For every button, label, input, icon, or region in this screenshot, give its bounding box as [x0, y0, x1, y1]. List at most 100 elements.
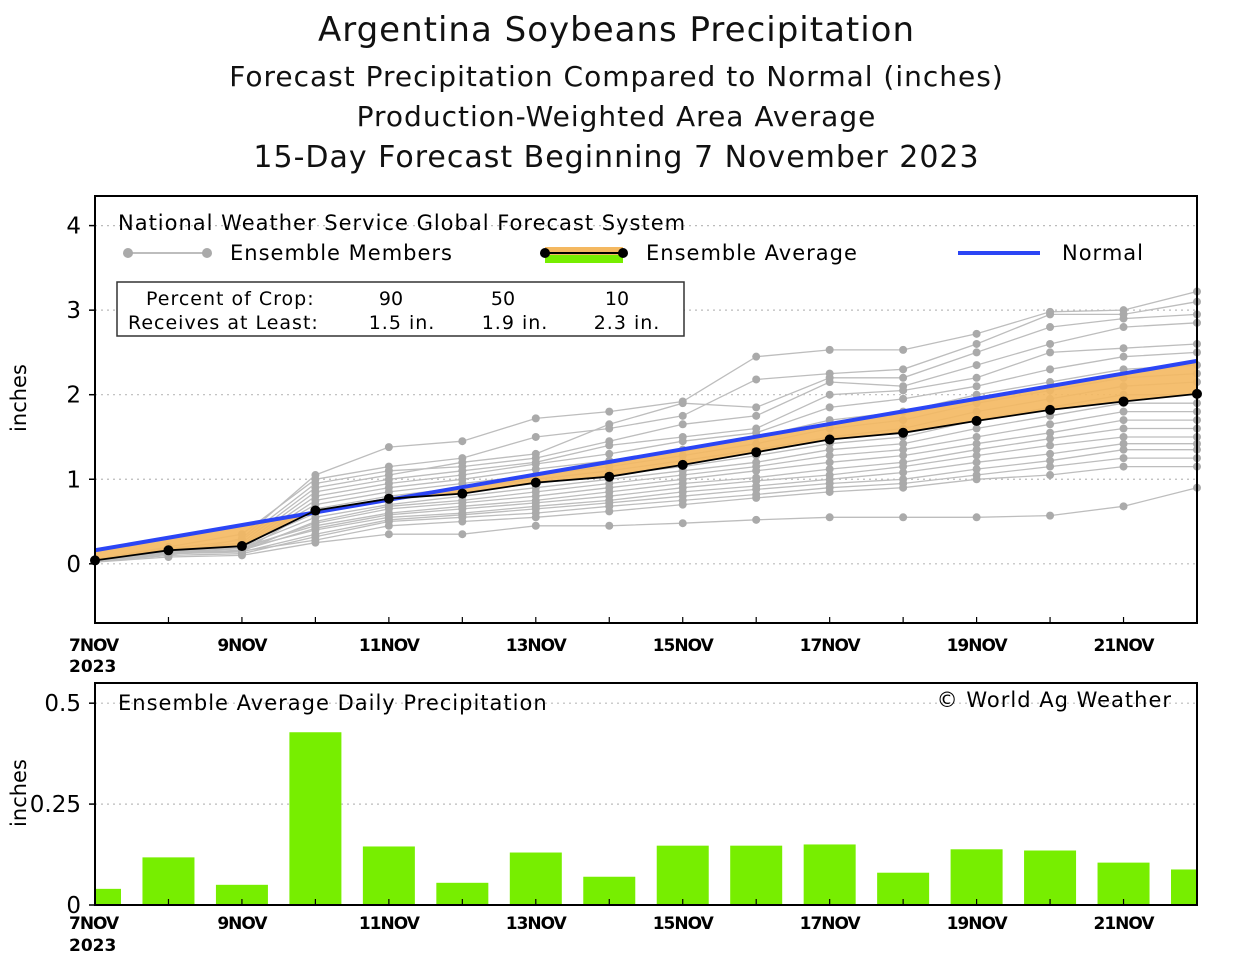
- member-point: [972, 348, 981, 357]
- member-point: [1119, 416, 1128, 425]
- bar: [950, 849, 1003, 905]
- y-tick-label: 2: [66, 383, 81, 409]
- member-point: [972, 339, 981, 348]
- member-point: [458, 517, 467, 526]
- bar: [1171, 869, 1197, 905]
- x-tick-label: 11NOV: [359, 914, 421, 934]
- y-tick-label: 0: [66, 552, 81, 578]
- x-tick-label: 7NOV: [69, 636, 120, 656]
- member-point: [899, 394, 908, 403]
- member-point: [384, 530, 393, 539]
- member-point: [605, 441, 614, 450]
- member-point: [1119, 323, 1128, 332]
- crop-row1-label: Percent of Crop:: [146, 288, 315, 310]
- member-point: [972, 445, 981, 454]
- x-tick-label: 17NOV: [800, 636, 862, 656]
- average-point: [163, 545, 174, 556]
- average-point: [677, 459, 688, 470]
- x-tick-sublabel: 2023: [69, 936, 116, 956]
- member-point: [972, 458, 981, 467]
- bar: [730, 845, 783, 905]
- member-point: [972, 513, 981, 522]
- member-point: [678, 500, 687, 509]
- member-point: [384, 466, 393, 475]
- bar: [289, 732, 342, 905]
- member-point: [752, 411, 761, 420]
- x-tick-label: 21NOV: [1094, 914, 1156, 934]
- member-point: [1119, 424, 1128, 433]
- member-point: [899, 451, 908, 460]
- member-point: [237, 551, 246, 560]
- member-point: [458, 530, 467, 539]
- bottom-panel-title: Ensemble Average Daily Precipitation: [118, 691, 548, 715]
- chart-subtitle-1: Forecast Precipitation Compared to Norma…: [229, 60, 1004, 93]
- crop-percent-10: 10: [605, 288, 629, 310]
- member-point: [1119, 344, 1128, 353]
- average-point: [1118, 396, 1129, 407]
- member-point: [458, 437, 467, 446]
- member-point: [752, 493, 761, 502]
- bar: [215, 884, 268, 905]
- member-point: [752, 403, 761, 412]
- crop-percent-90: 90: [379, 288, 403, 310]
- average-point: [1045, 404, 1056, 415]
- crop-percent-box: Percent of Crop: Receives at Least: 90 5…: [116, 281, 685, 337]
- member-point: [825, 513, 834, 522]
- member-point: [1119, 314, 1128, 323]
- average-line: [94, 393, 1198, 562]
- bar: [142, 857, 195, 905]
- member-point: [825, 465, 834, 474]
- y-tick-label: 0.5: [44, 691, 81, 717]
- x-tick-label: 15NOV: [653, 636, 715, 656]
- member-point: [605, 507, 614, 516]
- member-point: [899, 462, 908, 471]
- member-point: [311, 479, 320, 488]
- member-point: [972, 373, 981, 382]
- member-point: [752, 466, 761, 475]
- daily-precip-bars: [95, 732, 1197, 905]
- member-point: [1119, 407, 1128, 416]
- x-tick-label: 9NOV: [217, 914, 268, 934]
- chart-subtitle-2: Production-Weighted Area Average: [356, 100, 877, 133]
- legend-normal-label: Normal: [1062, 241, 1144, 265]
- copyright-text: © World Ag Weather: [937, 688, 1172, 712]
- ensemble-average-series: [90, 388, 1202, 566]
- crop-percent-50: 50: [491, 288, 515, 310]
- member-point: [1046, 456, 1055, 465]
- normal-line: [94, 358, 1198, 553]
- member-point: [531, 465, 540, 474]
- member-point: [1119, 454, 1128, 463]
- x-tick-sublabel: 2023: [69, 657, 116, 677]
- member-line: [94, 487, 1198, 563]
- member-point: [311, 538, 320, 547]
- legend: National Weather Service Global Forecast…: [118, 211, 1144, 265]
- member-point: [825, 445, 834, 454]
- member-point: [752, 352, 761, 361]
- member-point: [972, 424, 981, 433]
- legend-header: National Weather Service Global Forecast…: [118, 211, 686, 235]
- member-point: [164, 553, 173, 562]
- top-plot-frame: [94, 195, 1198, 624]
- member-point: [678, 519, 687, 528]
- member-point: [825, 487, 834, 496]
- member-point: [1119, 502, 1128, 511]
- member-point: [1046, 441, 1055, 450]
- member-point: [825, 345, 834, 354]
- member-point: [825, 403, 834, 412]
- average-point: [457, 488, 468, 499]
- crop-row2-label: Receives at Least:: [128, 312, 319, 334]
- member-point: [384, 521, 393, 530]
- legend-members-label: Ensemble Members: [230, 241, 453, 265]
- chart-subtitle-3: 15-Day Forecast Beginning 7 November 202…: [253, 140, 980, 175]
- bar: [1097, 862, 1150, 905]
- average-point: [824, 434, 835, 445]
- member-point: [678, 420, 687, 429]
- member-line: [94, 457, 1197, 562]
- member-point: [678, 437, 687, 446]
- member-point: [899, 445, 908, 454]
- member-point: [1046, 434, 1055, 443]
- member-point: [752, 375, 761, 384]
